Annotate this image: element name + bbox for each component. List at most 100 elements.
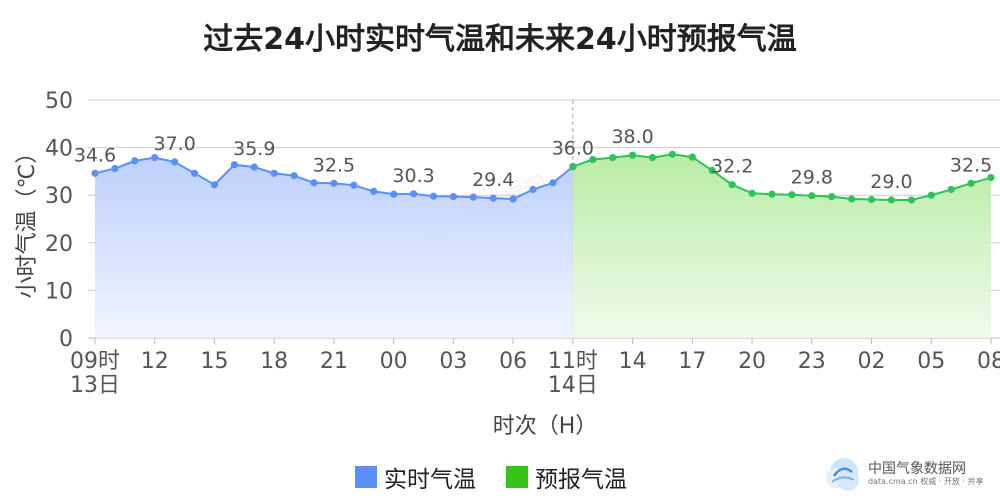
x-tick-label: 03	[439, 349, 467, 374]
x-axis-label: 时次（H）	[493, 414, 598, 439]
series-area-0	[95, 157, 573, 338]
legend-item-realtime[interactable]: 实时气温	[355, 460, 476, 494]
data-point	[609, 154, 617, 162]
legend-label-realtime: 实时气温	[384, 467, 476, 493]
data-point	[350, 181, 358, 189]
data-point	[151, 154, 159, 162]
data-points	[91, 150, 995, 204]
legend-item-forecast[interactable]: 预报气温	[506, 460, 627, 494]
data-point	[927, 191, 935, 199]
y-axis-label: 小时气温（℃）	[15, 142, 40, 299]
data-label: 29.4	[472, 169, 514, 191]
data-point	[887, 196, 896, 204]
x-tick-label: 02	[858, 349, 886, 374]
y-tick-label: 0	[59, 327, 73, 352]
data-point	[330, 179, 338, 187]
brand-block: 中国气象数据网 data.cma.cn 权威 · 开放 · 共享	[822, 454, 992, 494]
x-tick-label: 20	[738, 349, 766, 374]
legend-swatch-realtime	[355, 466, 377, 488]
data-point	[867, 195, 876, 204]
area-fills	[95, 154, 991, 338]
data-point	[171, 158, 179, 166]
x-tick-label: 21	[320, 349, 348, 374]
x-tick-label: 06	[499, 349, 527, 374]
y-tick-label: 10	[45, 279, 73, 304]
x-tick-sublabel: 13日	[70, 373, 120, 398]
data-point	[589, 155, 597, 164]
data-point	[131, 157, 139, 165]
data-label: 30.3	[392, 165, 434, 187]
data-point	[191, 169, 199, 177]
data-point	[270, 169, 278, 177]
data-point	[648, 154, 657, 162]
data-point	[848, 195, 856, 203]
data-label: 29.8	[791, 167, 833, 189]
data-point	[728, 181, 736, 189]
data-label: 32.5	[950, 154, 992, 176]
x-tick-label: 14	[619, 349, 647, 374]
legend-swatch-forecast	[506, 466, 528, 488]
chart-title: 过去24小时实时气温和未来24小时预报气温	[203, 22, 797, 57]
data-point	[290, 172, 298, 180]
data-label: 37.0	[153, 133, 195, 155]
x-tick-label: 15	[200, 349, 228, 374]
data-point	[569, 163, 577, 171]
x-tick-label: 11时	[548, 349, 598, 374]
x-tick-label: 09时	[70, 349, 120, 374]
data-point	[529, 185, 537, 194]
data-point	[489, 194, 497, 202]
data-point	[629, 151, 637, 159]
data-point	[808, 192, 816, 200]
data-point	[967, 179, 975, 187]
data-point	[828, 193, 836, 201]
data-point	[310, 179, 318, 187]
data-point	[230, 161, 238, 169]
x-tick-label: 17	[678, 349, 706, 374]
data-point	[748, 189, 756, 197]
data-point	[768, 190, 776, 198]
y-tick-label: 50	[45, 89, 73, 114]
data-label: 32.2	[711, 156, 753, 178]
data-point	[509, 195, 517, 203]
data-label: 35.9	[233, 138, 275, 160]
data-point	[907, 196, 916, 204]
x-tick-label: 23	[798, 349, 826, 374]
data-point	[947, 185, 955, 194]
data-point	[210, 181, 219, 189]
x-tick-label: 18	[260, 349, 288, 374]
series-area-1	[572, 154, 991, 338]
data-point	[250, 163, 258, 171]
cloud-logo-icon	[826, 458, 859, 491]
data-point	[410, 190, 418, 198]
legend: 实时气温 预报气温	[355, 460, 627, 494]
data-point	[788, 191, 796, 199]
x-tick-label: 08	[977, 349, 1000, 374]
data-label: 38.0	[611, 126, 653, 148]
data-label: 34.6	[74, 144, 116, 166]
data-point	[708, 166, 716, 174]
data-labels: 34.6 37.0 35.9 32.5 30.3 29.4 36.0 38.0 32.2 29.8…	[74, 126, 992, 193]
series-line-1	[572, 153, 992, 201]
data-label: 29.0	[870, 171, 912, 193]
x-tick-sublabel: 14日	[548, 373, 598, 398]
y-tick-label: 40	[45, 137, 73, 162]
data-point	[449, 193, 457, 201]
data-point	[549, 179, 557, 187]
y-tick-label: 30	[45, 184, 73, 209]
data-point	[469, 193, 477, 201]
data-point	[688, 153, 696, 161]
data-point	[987, 174, 995, 182]
data-label: 32.5	[313, 154, 355, 176]
x-tick-label: 12	[141, 349, 169, 374]
data-point	[429, 192, 438, 200]
data-point	[91, 169, 99, 177]
data-point	[668, 150, 677, 158]
data-label: 36.0	[552, 138, 594, 160]
x-tick-label: 00	[380, 349, 408, 374]
x-tick-label: 05	[917, 349, 945, 374]
legend-label-forecast: 预报气温	[535, 467, 627, 493]
brand-subtitle: data.cma.cn 权威 · 开放 · 共享	[868, 477, 984, 486]
